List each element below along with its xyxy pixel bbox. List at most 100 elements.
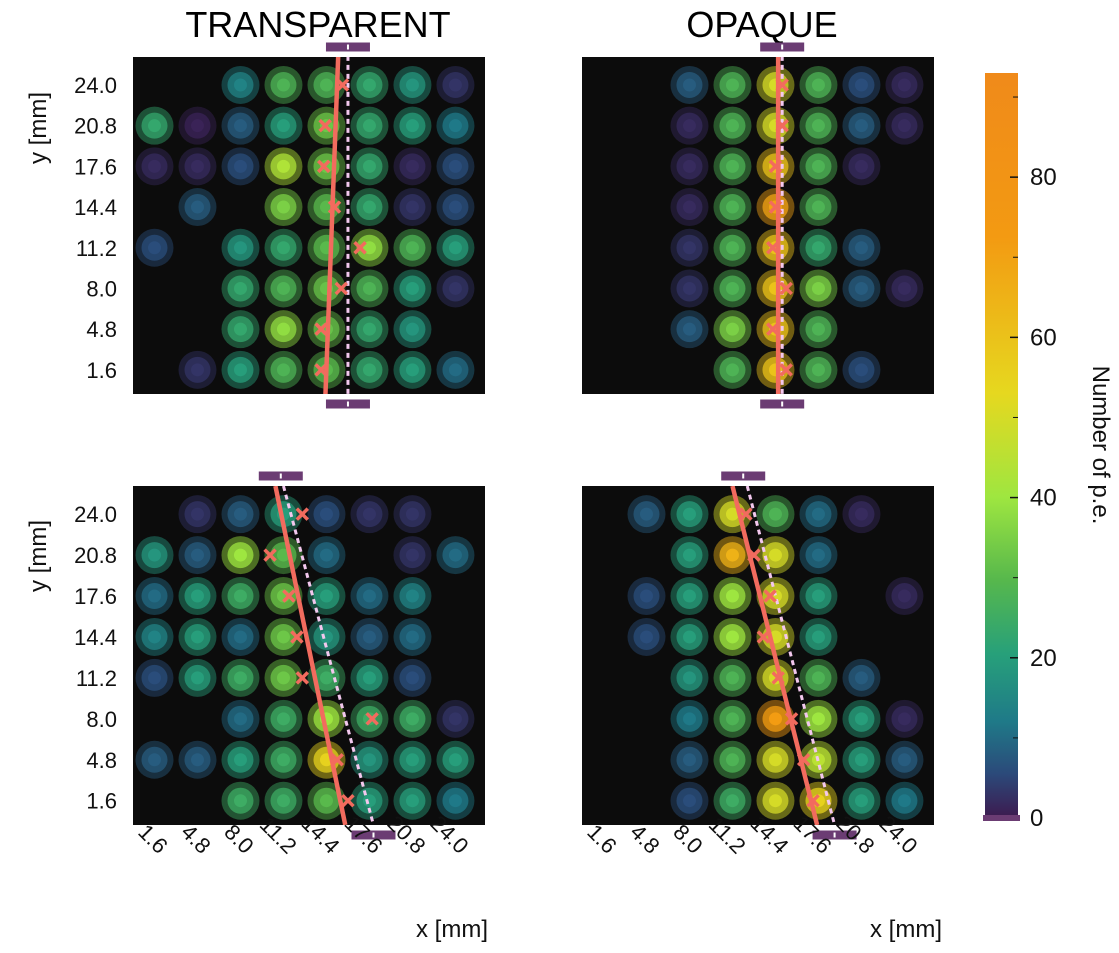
sipm-cell	[307, 269, 346, 308]
colorbar-tick-label: 20	[1030, 645, 1057, 672]
sipm-cell	[756, 495, 795, 534]
sipm-cell	[350, 147, 389, 186]
sipm-cell	[842, 350, 881, 389]
cell-core	[725, 241, 739, 255]
sipm-cells	[627, 495, 924, 820]
entry-marker	[325, 42, 370, 52]
plot-background	[582, 486, 934, 825]
cell-core	[276, 78, 290, 92]
sipm-cell	[221, 740, 260, 779]
y-axis-label: y [mm]	[25, 92, 52, 164]
plot-background	[133, 57, 485, 394]
sipm-cell	[756, 350, 795, 389]
cell-core	[448, 241, 462, 255]
sipm-cell	[713, 617, 752, 656]
sipm-cell	[436, 699, 475, 738]
sipm-cell	[307, 781, 346, 820]
cell-core	[768, 712, 782, 726]
cell-core	[405, 159, 419, 173]
cell-core	[233, 281, 247, 295]
sipm-cell	[756, 106, 795, 145]
sipm-cell	[799, 310, 838, 349]
hit-point-marker	[739, 507, 753, 521]
sipm-cell	[670, 188, 709, 227]
cell-core	[682, 200, 696, 214]
cell-core	[319, 630, 333, 644]
hit-point-marker	[327, 200, 342, 214]
cell-core	[319, 671, 333, 685]
sipm-cell	[350, 495, 389, 534]
sipm-cell	[264, 740, 303, 779]
y-tick-label: 17.6	[74, 584, 117, 609]
sipm-cell	[264, 188, 303, 227]
sipm-cell	[221, 781, 260, 820]
hit-point-marker	[768, 200, 783, 214]
cell-core	[319, 78, 333, 92]
cell-core	[147, 241, 161, 255]
sipm-cell	[350, 269, 389, 308]
y-tick-label: 14.4	[74, 625, 117, 650]
cell-core	[854, 78, 868, 92]
cell-core	[811, 363, 825, 377]
sipm-cell	[264, 699, 303, 738]
sipm-cell	[713, 188, 752, 227]
panel-transparent-bottom: 1.64.88.011.214.417.620.824.0 1.6 4.8 8.01…	[25, 471, 488, 943]
cell-core	[233, 322, 247, 336]
cell-core	[233, 507, 247, 521]
sipm-cell	[885, 269, 924, 308]
hit-point-marker	[353, 241, 367, 255]
hit-point-marker	[295, 671, 310, 685]
sipm-cell	[393, 147, 432, 186]
sipm-cell	[350, 65, 389, 104]
sipm-cell	[393, 577, 432, 616]
colorbar-gradient	[985, 73, 1018, 818]
sipm-cell	[799, 147, 838, 186]
colorbar-zero-marker	[983, 815, 1020, 821]
hit-point-marker	[796, 753, 811, 767]
sipm-cell	[393, 350, 432, 389]
y-tick-labels: 1.6 4.8 8.0 11.2 14.4 17.6 20.8 24.0	[74, 73, 117, 383]
sipm-cell	[221, 147, 260, 186]
sipm-cell	[670, 228, 709, 267]
sipm-cell	[670, 658, 709, 697]
sipm-cell	[393, 106, 432, 145]
sipm-cell	[221, 106, 260, 145]
sipm-cell	[885, 106, 924, 145]
reconstructed-track-line	[273, 486, 348, 825]
cell-core	[190, 119, 204, 133]
panel-title: TRANSPARENT	[185, 4, 450, 45]
cell-core	[682, 241, 696, 255]
sipm-cell	[350, 310, 389, 349]
cell-core	[854, 363, 868, 377]
sipm-cell	[436, 781, 475, 820]
cell-core	[190, 671, 204, 685]
sipm-cell	[264, 269, 303, 308]
sipm-cell	[799, 106, 838, 145]
cell-core	[405, 363, 419, 377]
sipm-cell	[178, 106, 217, 145]
cell-core	[405, 281, 419, 295]
sipm-cell	[221, 495, 260, 534]
hit-point-marker	[775, 78, 789, 92]
colorbar: 0 20 40 60 80 Number of p.e.	[983, 73, 1114, 832]
sipm-cell	[670, 536, 709, 575]
cell-core	[147, 671, 161, 685]
sipm-cell	[135, 617, 174, 656]
sipm-cell	[670, 617, 709, 656]
y-tick-label: 24.0	[74, 73, 117, 98]
sipm-cell	[842, 269, 881, 308]
cell-core	[682, 712, 696, 726]
cell-core	[897, 78, 911, 92]
sipm-cell	[221, 228, 260, 267]
cell-core	[362, 200, 376, 214]
sipm-cell	[713, 350, 752, 389]
cell-core	[768, 548, 782, 562]
hit-point-marker	[318, 118, 332, 133]
cell-core	[233, 712, 247, 726]
sipm-cell	[436, 106, 475, 145]
sipm-cell	[307, 188, 346, 227]
sipm-cell	[885, 781, 924, 820]
y-tick-label: 8.0	[86, 707, 117, 732]
true-track-line	[745, 486, 837, 825]
